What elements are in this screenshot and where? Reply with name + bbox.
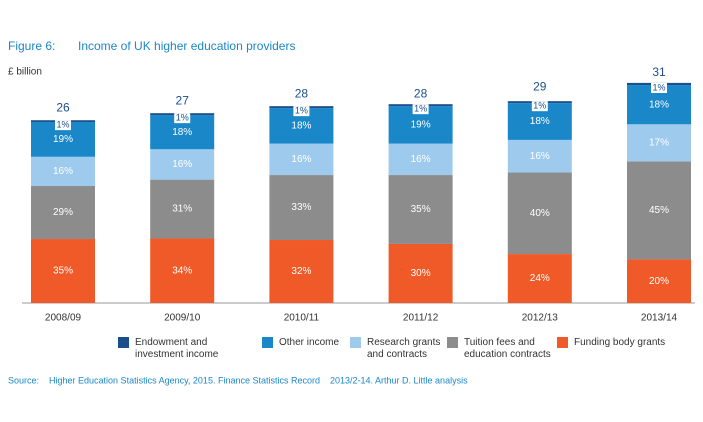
value-label: 34% [172, 265, 192, 276]
legend-label: Other income [279, 337, 340, 348]
bar-segment [507, 172, 572, 255]
value-label: 35% [411, 204, 431, 215]
value-label: 45% [649, 205, 669, 216]
label-box [293, 106, 310, 117]
value-label: 16% [291, 154, 311, 165]
legend-swatch [447, 337, 458, 348]
value-label: 17% [649, 137, 669, 148]
legend-item: Endowment and investment income [118, 337, 235, 361]
value-label: 35% [53, 266, 73, 277]
value-label: 1% [652, 82, 665, 92]
bar-segment [150, 179, 215, 239]
bar-segment [31, 186, 95, 240]
label-box [412, 104, 429, 115]
legend-label: Funding body grants [574, 337, 666, 348]
chart-title: Income of UK higher education providers [78, 39, 295, 53]
label-box [531, 101, 548, 112]
figure-label: Figure 6: [8, 39, 55, 53]
value-label: 18% [172, 127, 192, 138]
label-box [55, 120, 71, 131]
value-label: 29% [53, 207, 73, 218]
label-box [651, 82, 667, 93]
legend-swatch [118, 337, 129, 348]
total-label: 28 [414, 86, 428, 100]
legend-label: Tuition fees and education contracts [464, 337, 551, 360]
total-label: 31 [652, 65, 666, 79]
x-tick-label: 2010/11 [284, 313, 320, 324]
value-label: 19% [53, 134, 73, 145]
bar-segment [388, 175, 453, 244]
value-label: 1% [295, 106, 308, 116]
value-label: 16% [530, 151, 550, 162]
source: Source: Higher Education Statistics Agen… [8, 375, 468, 385]
value-label: 18% [649, 99, 669, 110]
bar-segment [31, 239, 95, 303]
bar-segment [627, 161, 691, 260]
legend-item: Tuition fees and education contracts [447, 337, 564, 361]
legend-swatch [262, 337, 273, 348]
legend-item: Research grants and contracts [350, 337, 447, 361]
x-tick-label: 2013/14 [641, 313, 678, 324]
value-label: 1% [56, 120, 69, 130]
total-label: 26 [56, 100, 70, 114]
bar-segment [269, 240, 334, 303]
value-label: 24% [530, 273, 550, 284]
x-tick-label: 2012/13 [522, 313, 559, 324]
legend-swatch [557, 337, 568, 348]
value-label: 40% [530, 208, 550, 219]
value-label: 16% [172, 159, 192, 170]
legend-label: Endowment and investment income [135, 337, 219, 360]
total-label: 27 [176, 93, 190, 107]
legend-swatch [350, 337, 361, 348]
value-label: 32% [291, 266, 311, 277]
bar-segment [627, 259, 691, 303]
value-label: 1% [533, 101, 546, 111]
value-label: 16% [411, 154, 431, 165]
bar-segment [269, 143, 334, 176]
value-label: 20% [649, 276, 669, 287]
total-label: 28 [295, 86, 309, 100]
value-label: 18% [530, 116, 550, 127]
bar-segment [150, 149, 215, 180]
value-label: 19% [411, 120, 431, 131]
bar-segment [627, 124, 691, 162]
unit-label: £ billion [8, 67, 42, 78]
value-label: 31% [172, 204, 192, 215]
bar-segment [507, 254, 572, 303]
legend-item: Other income [262, 337, 349, 349]
value-label: 30% [411, 268, 431, 279]
total-label: 29 [533, 79, 547, 93]
x-tick-label: 2009/10 [164, 313, 201, 324]
x-tick-label: 2011/12 [403, 313, 439, 324]
bar-segment [269, 175, 334, 241]
bar-segment [388, 143, 453, 176]
value-label: 18% [291, 120, 311, 131]
x-tick-label: 2008/09 [45, 313, 82, 324]
bar-segment [150, 238, 215, 303]
label-box [174, 113, 191, 124]
value-label: 1% [176, 113, 189, 123]
bar-segment [507, 139, 572, 173]
value-label: 16% [53, 166, 73, 177]
bar-segment [388, 243, 453, 303]
legend-label: Research grants and contracts [367, 337, 441, 360]
bar-segment [31, 156, 95, 187]
value-label: 33% [291, 202, 311, 213]
value-label: 1% [414, 104, 427, 114]
legend-item: Funding body grants [557, 337, 684, 349]
